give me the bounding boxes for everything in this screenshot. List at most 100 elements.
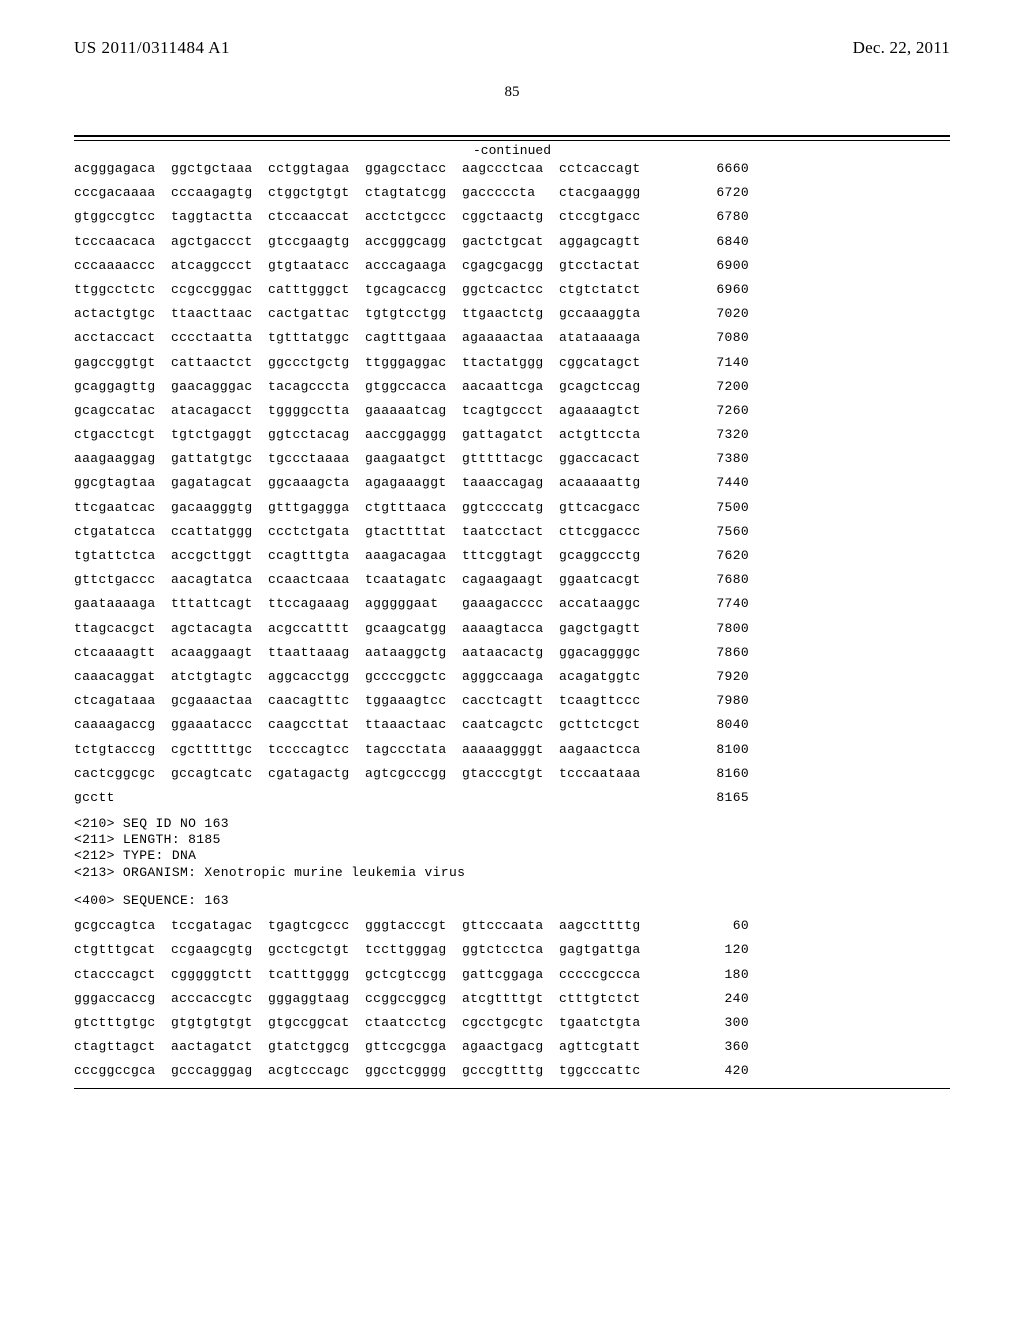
- sequence-groups: ctcagataaagcgaaactaacaacagtttctggaaagtcc…: [74, 694, 647, 707]
- sequence-position: 7440: [689, 476, 749, 489]
- sequence-group: cctcaccagt: [559, 162, 647, 175]
- sequence-group: gtacttttat: [365, 525, 453, 538]
- sequence-group: ggccctgctg: [268, 356, 356, 369]
- sequence-position: 6960: [689, 283, 749, 296]
- sequence-position: 360: [689, 1040, 749, 1053]
- sequence-row: ttggcctctcccgccgggaccatttgggcttgcagcaccg…: [74, 283, 950, 296]
- sequence-group: acctaccact: [74, 331, 162, 344]
- sequence-group: gctcgtccgg: [365, 968, 453, 981]
- sequence-group: cccggccgca: [74, 1064, 162, 1077]
- sequence-group: ggaatcacgt: [559, 573, 647, 586]
- sequence-group: gaacagggac: [171, 380, 259, 393]
- sequence-position: 6660: [689, 162, 749, 175]
- seq-type: <212> TYPE: DNA: [74, 848, 950, 864]
- sequence-row: ttcgaatcacgacaagggtggtttgagggactgtttaaca…: [74, 501, 950, 514]
- sequence-group: aagccctcaa: [462, 162, 550, 175]
- sequence-group: gattagatct: [462, 428, 550, 441]
- sequence-row: caaacaggatatctgtagtcaggcacctgggccccggctc…: [74, 670, 950, 683]
- sequence-group: cacctcagtt: [462, 694, 550, 707]
- sequence-groups: cccaaaacccatcaggccctgtgtaataccacccagaaga…: [74, 259, 647, 272]
- page-header: US 2011/0311484 A1 Dec. 22, 2011: [74, 38, 950, 58]
- sequence-group: gcccgttttg: [462, 1064, 550, 1077]
- sequence-group: gattcggaga: [462, 968, 550, 981]
- sequence-group: agttcgtatt: [559, 1040, 647, 1053]
- sequence-group: tgcagcaccg: [365, 283, 453, 296]
- sequence-group: tgaatctgta: [559, 1016, 647, 1029]
- sequence-group: gcgccagtca: [74, 919, 162, 932]
- sequence-groups: gtctttgtgcgtgtgtgtgtgtgccggcatctaatcctcg…: [74, 1016, 647, 1029]
- sequence-group: ctggctgtgt: [268, 186, 356, 199]
- sequence-position: 7620: [689, 549, 749, 562]
- publication-date: Dec. 22, 2011: [853, 38, 950, 58]
- sequence-group: [171, 791, 259, 804]
- sequence-group: aacaattcga: [462, 380, 550, 393]
- sequence-group: gcagccatac: [74, 404, 162, 417]
- page-number: 85: [74, 84, 950, 101]
- seq-sequence: <400> SEQUENCE: 163: [74, 893, 950, 909]
- horizontal-rule-top: [74, 135, 950, 141]
- sequence-group: tccgatagac: [171, 919, 259, 932]
- sequence-position: 6840: [689, 235, 749, 248]
- sequence-groups: gggaccaccgacccaccgtcgggaggtaagccggccggcg…: [74, 992, 647, 1005]
- sequence-group: cgatagactg: [268, 767, 356, 780]
- sequence-groups: gagccggtgtcattaactctggccctgctgttgggaggac…: [74, 356, 647, 369]
- sequence-row: ctgtttgcatccgaagcgtggcctcgctgttccttgggag…: [74, 943, 950, 956]
- sequence-row: gggaccaccgacccaccgtcgggaggtaagccggccggcg…: [74, 992, 950, 1005]
- sequence-groups: aaagaaggaggattatgtgctgccctaaaagaagaatgct…: [74, 452, 647, 465]
- sequence-group: ttccagaaag: [268, 597, 356, 610]
- sequence-group: caaacaggat: [74, 670, 162, 683]
- sequence-group: cgctttttgc: [171, 743, 259, 756]
- sequence-position: 8040: [689, 718, 749, 731]
- sequence-group: gaaaaatcag: [365, 404, 453, 417]
- sequence-group: gcagctccag: [559, 380, 647, 393]
- sequence-group: tgagtcgccc: [268, 919, 356, 932]
- sequence-group: gtgccggcat: [268, 1016, 356, 1029]
- sequence-group: gtggccacca: [365, 380, 453, 393]
- sequence-position: 7320: [689, 428, 749, 441]
- sequence-group: tgccctaaaa: [268, 452, 356, 465]
- sequence-group: acgggagaca: [74, 162, 162, 175]
- sequence-position: 7740: [689, 597, 749, 610]
- sequence-group: gtttgaggga: [268, 501, 356, 514]
- sequence-group: gattatgtgc: [171, 452, 259, 465]
- sequence-group: ctttgtctct: [559, 992, 647, 1005]
- sequence-group: aataaggctg: [365, 646, 453, 659]
- sequence-group: ccagtttgta: [268, 549, 356, 562]
- sequence-row: cccgacaaaacccaagagtgctggctgtgtctagtatcgg…: [74, 186, 950, 199]
- sequence-groups: ctcaaaagttacaaggaagtttaattaaagaataaggctg…: [74, 646, 647, 659]
- sequence-group: taaaccagag: [462, 476, 550, 489]
- sequence-group: atcgttttgt: [462, 992, 550, 1005]
- sequence-group: gccccggctc: [365, 670, 453, 683]
- sequence-group: cccctaatta: [171, 331, 259, 344]
- sequence-row: gcctt 8165: [74, 791, 950, 804]
- sequence-position: 8165: [689, 791, 749, 804]
- sequence-group: tttcggtagt: [462, 549, 550, 562]
- sequence-groups: ctgacctcgttgtctgaggtggtcctacagaaccggaggg…: [74, 428, 647, 441]
- sequence-group: [365, 791, 453, 804]
- sequence-group: ctccgtgacc: [559, 210, 647, 223]
- seq-organism: <213> ORGANISM: Xenotropic murine leukem…: [74, 865, 950, 881]
- sequence-groups: gaataaaagatttattcagtttccagaaagagggggaatg…: [74, 597, 647, 610]
- sequence-group: taggtactta: [171, 210, 259, 223]
- sequence-group: cctggtagaa: [268, 162, 356, 175]
- sequence-group: cccaaaaccc: [74, 259, 162, 272]
- sequence-groups: actactgtgcttaacttaaccactgattactgtgtcctgg…: [74, 307, 647, 320]
- sequence-group: ggcaaagcta: [268, 476, 356, 489]
- sequence-group: gcctt: [74, 791, 162, 804]
- sequence-group: ctcagataaa: [74, 694, 162, 707]
- sequence-row: ctacccagctcgggggtctttcatttgggggctcgtccgg…: [74, 968, 950, 981]
- sequence-group: cccaagagtg: [171, 186, 259, 199]
- sequence-group: tgtattctca: [74, 549, 162, 562]
- sequence-group: accgggcagg: [365, 235, 453, 248]
- sequence-group: acagatggtc: [559, 670, 647, 683]
- sequence-group: tcccaataaa: [559, 767, 647, 780]
- sequence-row: cccaaaacccatcaggccctgtgtaataccacccagaaga…: [74, 259, 950, 272]
- sequence-position: 60: [689, 919, 749, 932]
- sequence-group: accataaggc: [559, 597, 647, 610]
- sequence-group: acaaaaattg: [559, 476, 647, 489]
- sequence-group: ggaaataccc: [171, 718, 259, 731]
- sequence-groups: ctgtttgcatccgaagcgtggcctcgctgttccttgggag…: [74, 943, 647, 956]
- sequence-groups: gcaggagttggaacagggactacagccctagtggccacca…: [74, 380, 647, 393]
- sequence-group: ggcctcgggg: [365, 1064, 453, 1077]
- sequence-group: agggggaat: [365, 597, 453, 610]
